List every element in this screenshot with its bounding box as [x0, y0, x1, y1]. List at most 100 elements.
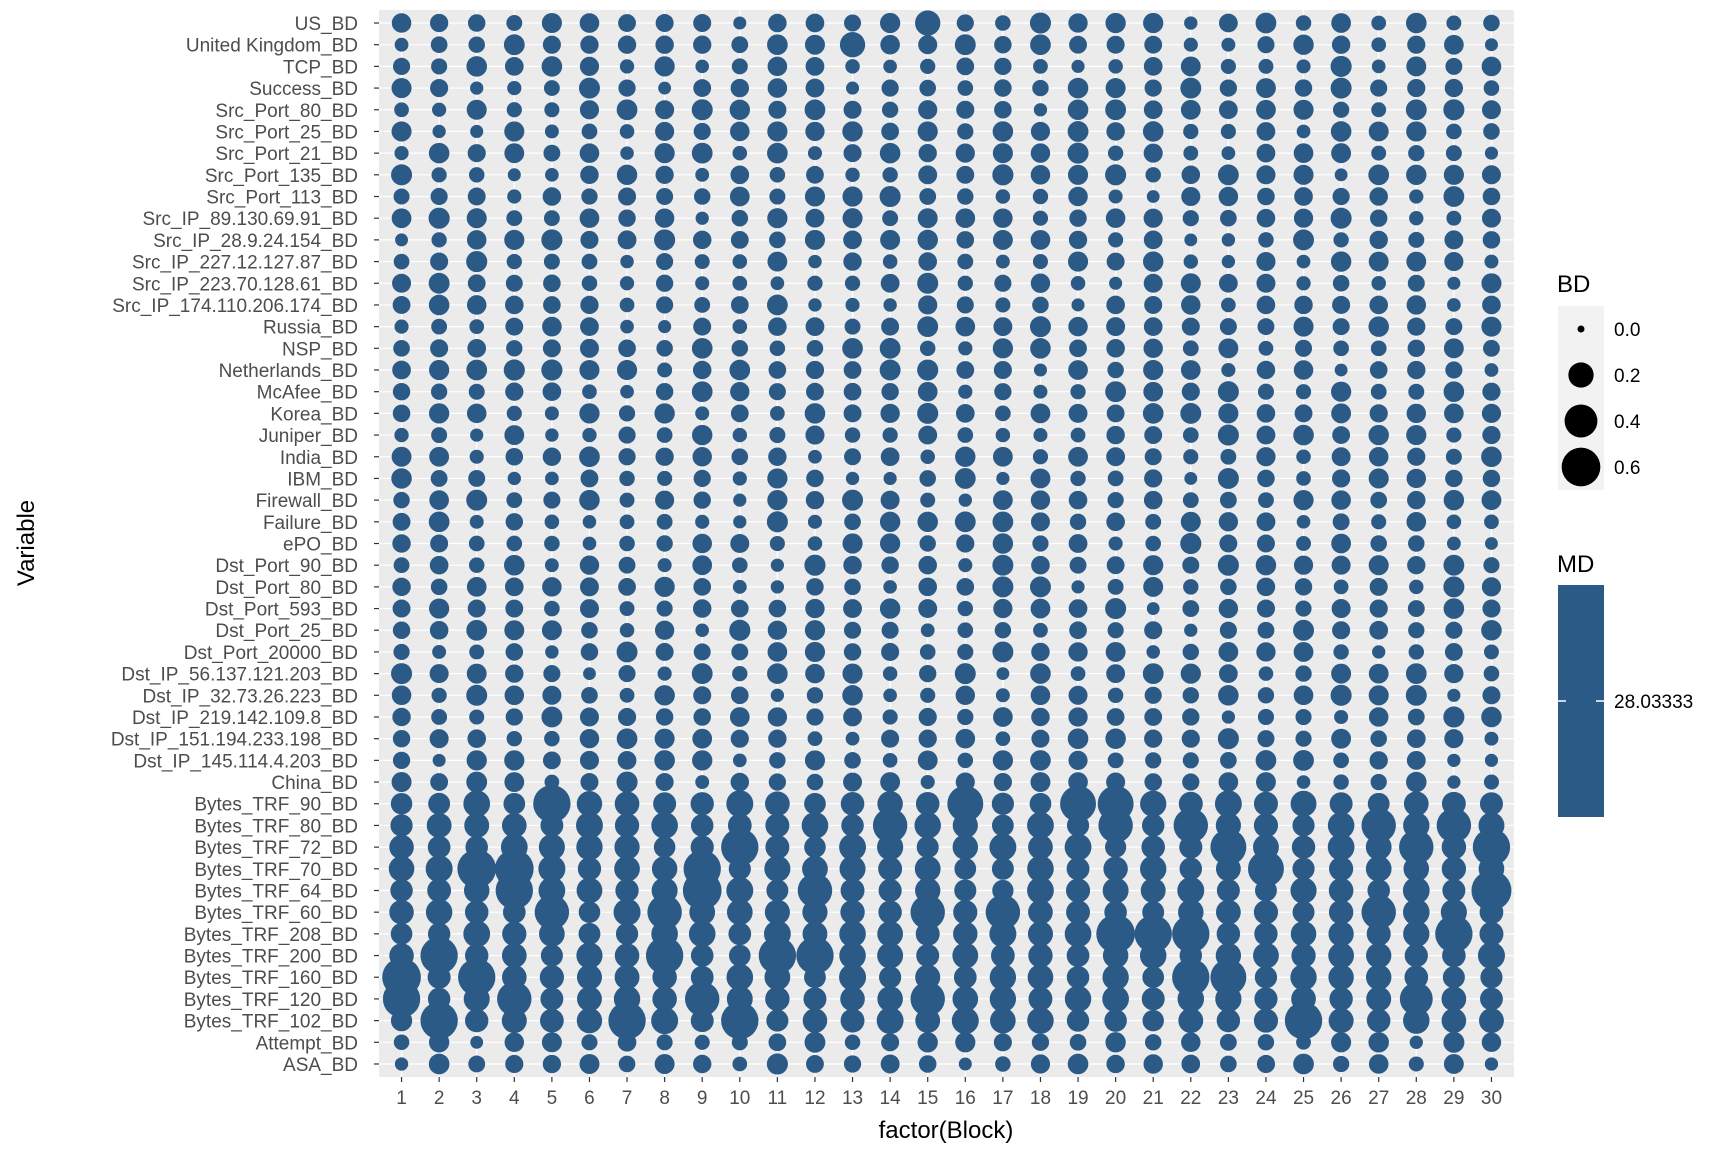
data-point [544, 558, 559, 573]
data-point [1333, 774, 1349, 790]
data-point [804, 620, 826, 641]
data-point [802, 899, 828, 925]
data-point [805, 425, 825, 445]
data-point [883, 580, 897, 594]
data-point [1332, 1055, 1350, 1073]
data-point [842, 186, 863, 207]
data-point [1290, 877, 1317, 904]
data-point [1106, 425, 1125, 445]
data-point [1030, 143, 1051, 163]
data-point [1181, 1032, 1201, 1053]
data-point [992, 121, 1014, 142]
data-point [608, 1001, 646, 1040]
data-point [691, 663, 713, 685]
data-point [1296, 124, 1311, 139]
data-point [576, 877, 603, 904]
data-point [1370, 340, 1387, 357]
data-point [392, 621, 411, 639]
data-point [1030, 468, 1051, 489]
data-point [1144, 79, 1162, 97]
data-point [1253, 791, 1278, 816]
data-point [957, 622, 974, 639]
data-point [995, 1056, 1011, 1072]
data-point [1443, 489, 1465, 511]
data-point [992, 164, 1014, 186]
data-point [806, 1055, 824, 1073]
data-point [767, 620, 788, 640]
data-point [956, 165, 975, 184]
data-point [1069, 35, 1087, 54]
data-point [655, 447, 674, 466]
y-tick-label: Juniper_BD [259, 426, 358, 447]
data-point [917, 750, 938, 771]
data-point [1107, 361, 1124, 379]
data-point [805, 208, 825, 228]
data-point [1181, 729, 1200, 748]
data-point [1479, 921, 1504, 946]
data-point [1144, 1034, 1162, 1051]
data-point [429, 598, 450, 619]
data-point [1330, 121, 1352, 142]
data-point [840, 878, 865, 903]
data-point [1144, 621, 1163, 640]
data-point [840, 791, 865, 816]
data-point [1256, 122, 1276, 141]
data-point [1030, 490, 1051, 510]
data-point [1443, 576, 1465, 598]
y-tick-label: Korea_BD [270, 404, 358, 425]
data-point [1481, 165, 1501, 185]
data-point [657, 666, 672, 681]
data-point [1483, 80, 1500, 96]
data-point [1183, 145, 1199, 161]
data-point [655, 642, 674, 661]
data-point [1255, 12, 1277, 34]
data-point [504, 121, 525, 142]
data-point [1370, 79, 1388, 97]
y-tick-label: Dst_Port_20000_BD [184, 643, 358, 664]
data-point [881, 729, 900, 748]
data-point [919, 470, 936, 487]
data-point [576, 833, 603, 861]
data-point [614, 943, 640, 968]
data-point [684, 981, 720, 1017]
y-tick-label: Dst_IP_151.194.233.198_BD [111, 730, 358, 751]
data-point [695, 276, 710, 291]
data-point [839, 32, 866, 58]
data-point [767, 56, 788, 77]
data-point [1333, 752, 1349, 769]
data-point [840, 899, 865, 925]
data-point [881, 79, 899, 97]
data-point [1408, 383, 1425, 400]
data-point [721, 1001, 759, 1040]
data-point [1180, 273, 1201, 294]
data-point [844, 427, 861, 443]
data-point [1331, 35, 1351, 54]
data-point [545, 471, 559, 486]
data-point [1443, 34, 1464, 55]
data-point [1179, 857, 1203, 881]
data-point [1296, 536, 1311, 551]
data-point [466, 359, 488, 381]
data-point [577, 857, 602, 881]
data-point [693, 686, 712, 705]
data-point [806, 773, 824, 791]
data-point [431, 167, 447, 183]
data-point [767, 251, 788, 272]
data-point [1071, 298, 1085, 312]
data-point [533, 785, 571, 823]
data-point [391, 208, 412, 229]
data-point [1436, 808, 1472, 843]
data-point [1098, 808, 1133, 843]
data-point [1066, 878, 1091, 903]
data-point [616, 359, 638, 381]
x-tick-label: 2 [434, 1088, 445, 1109]
data-point [392, 512, 411, 531]
data-point [1293, 1053, 1314, 1075]
y-tick-label: Netherlands_BD [219, 361, 358, 382]
data-point [1027, 1007, 1054, 1034]
data-point [1293, 143, 1314, 163]
data-point [1443, 99, 1465, 121]
data-point [1405, 12, 1427, 34]
data-point [1105, 641, 1126, 662]
x-tick-label: 29 [1443, 1088, 1464, 1109]
